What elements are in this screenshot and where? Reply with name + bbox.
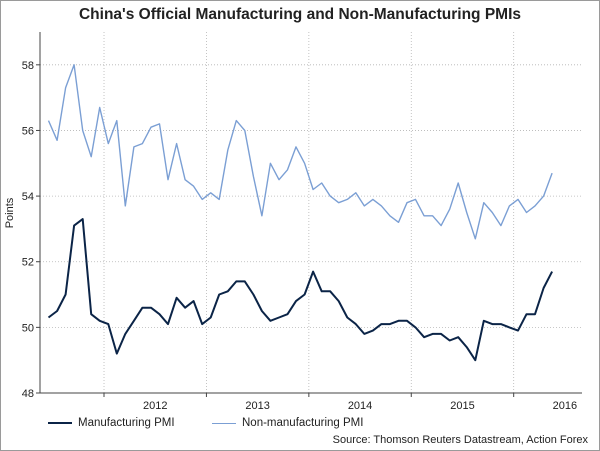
y-tick-label: 52: [22, 257, 34, 269]
y-tick-label: 56: [22, 125, 34, 137]
x-tick-label: 2015: [450, 400, 474, 412]
y-tick-label: 58: [22, 60, 34, 72]
y-tick-label: 54: [22, 191, 34, 203]
y-axis-label: Points: [4, 197, 16, 229]
source-note: Source: Thomson Reuters Datastream, Acti…: [332, 434, 588, 446]
legend-label-non-manufacturing: Non-manufacturing PMI: [242, 417, 364, 429]
legend-label-manufacturing: Manufacturing PMI: [78, 417, 175, 429]
y-tick-label: 48: [22, 388, 34, 400]
legend-swatch-manufacturing: [48, 422, 72, 424]
legend-swatch-non-manufacturing: [212, 422, 236, 424]
x-tick-label: 2016: [553, 400, 577, 412]
x-tick-label: 2012: [143, 400, 167, 412]
legend-item-non-manufacturing: Non-manufacturing PMI: [212, 417, 363, 429]
chart-title: China's Official Manufacturing and Non-M…: [78, 6, 521, 23]
y-tick-label: 50: [22, 322, 34, 334]
series-line-manufacturing-pmi: [47, 218, 553, 362]
x-tick-label: 2013: [245, 400, 269, 412]
legend-item-manufacturing: Manufacturing PMI: [48, 417, 175, 429]
x-tick-label: 2014: [348, 400, 372, 412]
series-line-non-manufacturing-pmi: [47, 64, 553, 240]
